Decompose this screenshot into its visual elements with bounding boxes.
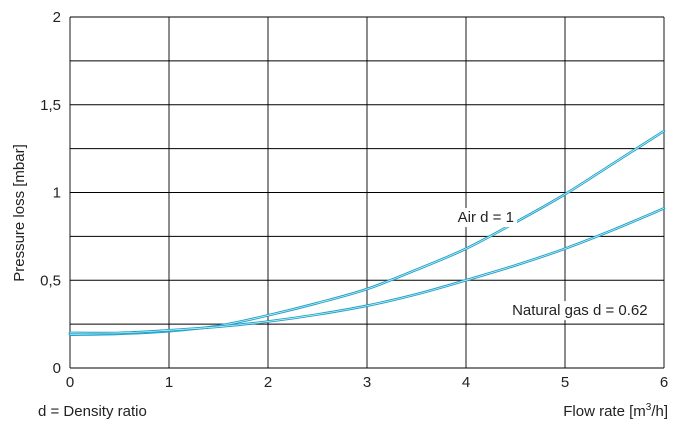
series-group	[68, 129, 666, 336]
x-tick-label: 4	[462, 374, 470, 391]
x-tick-label: 5	[561, 374, 569, 391]
y-tick-label: 2	[53, 9, 61, 26]
x-tick-label: 0	[66, 374, 74, 391]
grid	[69, 16, 665, 369]
x-axis-title: Flow rate [m3/h]	[563, 402, 668, 420]
annotations: Air d = 1 Natural gas d = 0.62	[454, 208, 651, 321]
annotation-background	[509, 301, 651, 321]
x-tick-label: 3	[363, 374, 371, 391]
x-tick-label: 1	[165, 374, 173, 391]
y-tick-label: 1	[53, 185, 61, 202]
tick-labels: 0 1 2 3 4 5 6 0 0,5 1 1,5 2	[40, 9, 668, 391]
annotation-natural-gas: Natural gas d = 0.62	[512, 302, 648, 319]
annotation-background	[454, 208, 517, 228]
x-axis-title-superscript: 3	[646, 402, 652, 413]
x-tick-label: 2	[264, 374, 272, 391]
series-highlight-natural-gas	[69, 207, 665, 334]
x-tick-label: 6	[660, 374, 668, 391]
annotation-air: Air d = 1	[458, 209, 514, 226]
y-axis-title: Pressure loss [mbar]	[11, 144, 28, 282]
x-axis-title-main: Flow rate [m	[563, 403, 646, 420]
x-axis-title-tail: /h]	[651, 403, 668, 420]
y-tick-label: 0	[53, 360, 61, 377]
y-tick-label: 1,5	[40, 97, 61, 114]
footnote-density-ratio: d = Density ratio	[38, 403, 147, 420]
y-tick-label: 0,5	[40, 272, 61, 289]
